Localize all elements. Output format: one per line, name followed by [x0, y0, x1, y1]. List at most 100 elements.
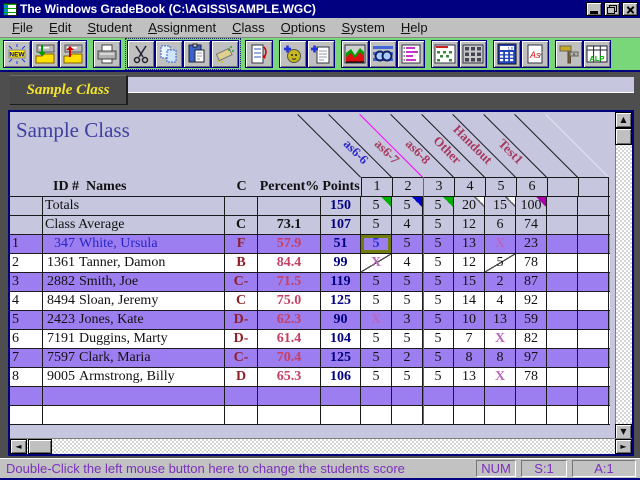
points-cell[interactable]: 119 [321, 273, 361, 291]
find-score-button[interactable] [369, 40, 397, 68]
scroll-right-button[interactable]: ► [615, 439, 632, 454]
menu-assignment[interactable]: Assignment [148, 20, 217, 35]
score-cell-r3-c1[interactable]: 5 [361, 273, 392, 291]
score-cell-empty2-c6[interactable] [516, 406, 547, 424]
grade-cell[interactable]: D [225, 368, 258, 386]
score-cell-r8-c8[interactable] [578, 368, 609, 386]
chart-button[interactable] [341, 40, 369, 68]
row-number-cell[interactable]: 7 [10, 349, 43, 367]
score-cell-r3-c6[interactable]: 87 [516, 273, 547, 291]
score-cell-average-c3[interactable]: 5 [423, 216, 454, 234]
calculator-button[interactable]: 1.0 [493, 40, 521, 68]
horizontal-scroll-thumb[interactable] [28, 439, 52, 454]
score-cell-r2-c4[interactable]: 12 [454, 254, 485, 272]
points-cell[interactable]: 99 [321, 254, 361, 272]
score-cell-r2-c6[interactable]: 78 [516, 254, 547, 272]
assignment-column-header-5[interactable]: 5 [485, 177, 516, 196]
score-cell-r6-c2[interactable]: 5 [392, 330, 423, 348]
grade-cell[interactable]: F [225, 235, 258, 253]
score-cell-r5-c1[interactable]: X [361, 311, 392, 329]
score-cell-empty2-c7[interactable] [547, 406, 578, 424]
student-name-cell[interactable]: 8494 Sloan, Jeremy [43, 292, 225, 310]
score-cell-r8-c2[interactable]: 5 [392, 368, 423, 386]
points-cell[interactable]: 106 [321, 368, 361, 386]
score-cell-empty1-c6[interactable] [516, 387, 547, 405]
score-cell-empty1-c3[interactable] [423, 387, 454, 405]
row-number-cell[interactable]: 3 [10, 273, 43, 291]
vertical-scroll-thumb[interactable] [615, 128, 632, 145]
row-number-cell[interactable]: 5 [10, 311, 43, 329]
menu-options[interactable]: Options [280, 20, 326, 35]
copy-button[interactable] [155, 40, 183, 68]
percent-cell[interactable]: 70.4 [258, 349, 321, 367]
score-cell-totals-c6[interactable]: 100 [516, 197, 547, 215]
seating-chart-button[interactable] [459, 40, 487, 68]
score-cell-r4-c4[interactable]: 14 [454, 292, 485, 310]
percent-cell[interactable]: 62.3 [258, 311, 321, 329]
grade-cell[interactable]: B [225, 254, 258, 272]
score-cell-totals-c5[interactable]: 15 [485, 197, 516, 215]
score-cell-r4-c6[interactable]: 92 [516, 292, 547, 310]
score-cell-r6-c3[interactable]: 5 [423, 330, 454, 348]
save-gradebook-button[interactable] [59, 40, 87, 68]
points-cell[interactable]: 125 [321, 292, 361, 310]
score-cell-r2-c1[interactable]: X [361, 254, 392, 272]
cut-button[interactable] [127, 40, 155, 68]
score-cell-r5-c6[interactable]: 59 [516, 311, 547, 329]
student-name-cell[interactable]: 2882 Smith, Joe [43, 273, 225, 291]
scroll-left-button[interactable]: ◄ [10, 439, 27, 454]
score-cell-average-c7[interactable] [547, 216, 578, 234]
signpost-button[interactable]: A [555, 40, 583, 68]
student-row-5[interactable]: 5 2423 Jones, Kate D- 62.3 90 X 3 5 10 13 59 [10, 311, 610, 330]
score-cell-empty1-c4[interactable] [454, 387, 485, 405]
minimize-button[interactable] [586, 2, 602, 16]
grade-cell[interactable]: D- [225, 311, 258, 329]
student-name-cell[interactable]: 347 White, Ursula [43, 235, 225, 253]
menu-edit[interactable]: Edit [48, 20, 72, 35]
class-average-row[interactable]: Class Average C 73.1 107 5 4 5 12 6 74 [10, 216, 610, 235]
grade-cell[interactable]: C- [225, 273, 258, 291]
score-cell-r4-c8[interactable] [578, 292, 609, 310]
score-cell-r2-c2[interactable]: 4 [392, 254, 423, 272]
score-cell-r6-c7[interactable] [547, 330, 578, 348]
score-cell-totals-c3[interactable]: 5 [423, 197, 454, 215]
new-file-button[interactable]: NEW [3, 40, 31, 68]
score-cell-empty1-c2[interactable] [392, 387, 423, 405]
student-name-cell[interactable]: 1361 Tanner, Damon [43, 254, 225, 272]
paste-button[interactable] [183, 40, 211, 68]
assignment-column-header-2[interactable]: 2 [392, 177, 423, 196]
student-row-4[interactable]: 4 8494 Sloan, Jeremy C 75.0 125 5 5 5 14 4 92 [10, 292, 610, 311]
score-cell-r2-c7[interactable] [547, 254, 578, 272]
score-cell-r3-c5[interactable]: 2 [485, 273, 516, 291]
score-cell-r5-c8[interactable] [578, 311, 609, 329]
score-cell-r7-c8[interactable] [578, 349, 609, 367]
print-button[interactable] [93, 40, 121, 68]
points-cell[interactable]: 125 [321, 349, 361, 367]
alp-grid-button[interactable]: ALP [583, 40, 611, 68]
score-cell-r7-c7[interactable] [547, 349, 578, 367]
points-cell[interactable]: 104 [321, 330, 361, 348]
score-cell-empty2-c1[interactable] [361, 406, 392, 424]
percent-cell[interactable]: 84.4 [258, 254, 321, 272]
score-cell-average-c5[interactable]: 6 [485, 216, 516, 234]
grade-scale-button[interactable]: As [521, 40, 549, 68]
row-number-cell[interactable]: 6 [10, 330, 43, 348]
add-assignment-button[interactable] [307, 40, 335, 68]
student-name-cell[interactable]: 7597 Clark, Maria [43, 349, 225, 367]
score-cell-average-c6[interactable]: 74 [516, 216, 547, 234]
score-cell-totals-c2[interactable]: 5 [392, 197, 423, 215]
row-number-cell[interactable]: 1 [10, 235, 43, 253]
score-cell-empty2-c8[interactable] [578, 406, 609, 424]
grade-cell[interactable]: C- [225, 349, 258, 367]
schedule-button[interactable] [245, 40, 273, 68]
score-cell-totals-c8[interactable] [578, 197, 609, 215]
score-cell-r1-c3[interactable]: 5 [423, 235, 454, 253]
score-cell-r5-c5[interactable]: 13 [485, 311, 516, 329]
scroll-up-button[interactable]: ▲ [615, 112, 632, 128]
score-cell-totals-c1[interactable]: 5 [361, 197, 392, 215]
score-cell-empty1-c7[interactable] [547, 387, 578, 405]
close-button[interactable] [622, 2, 638, 16]
student-row-1[interactable]: 1 347 White, Ursula F 57.9 51 5 5 5 13 X 23 [10, 235, 610, 254]
score-cell-average-c1[interactable]: 5 [361, 216, 392, 234]
menu-class[interactable]: Class [232, 20, 265, 35]
